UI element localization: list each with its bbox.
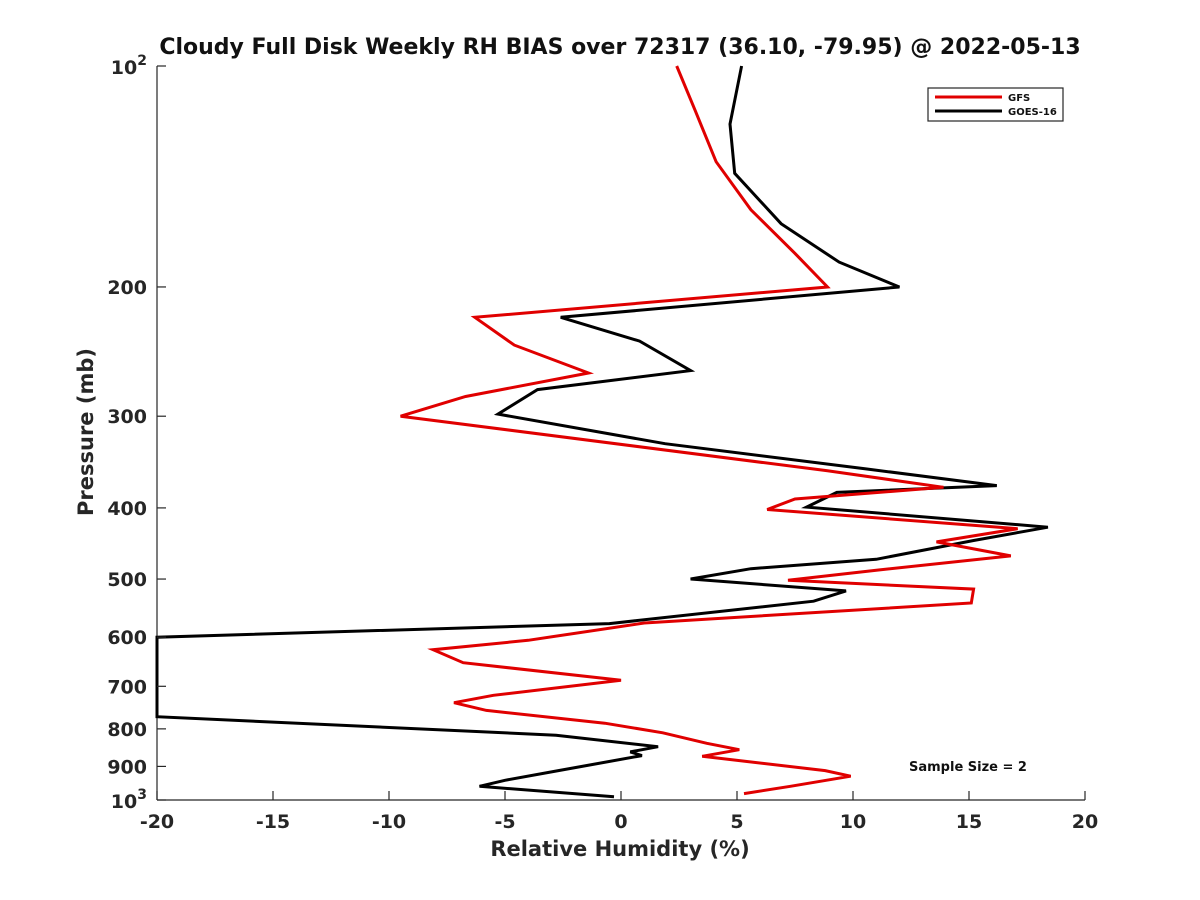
legend-label: GOES-16 — [1008, 107, 1057, 118]
y-tick-label: 700 — [107, 676, 147, 698]
x-tick-label: 15 — [956, 811, 982, 833]
series-layer — [155, 65, 1049, 799]
y-tick-label: 600 — [107, 627, 147, 649]
chart-title: Cloudy Full Disk Weekly RH BIAS over 723… — [159, 35, 1080, 60]
series-line-goes-16 — [155, 65, 1049, 799]
legend-label: GFS — [1008, 93, 1030, 104]
y-tick-label: 900 — [107, 756, 147, 778]
series-line-gfs — [400, 65, 1018, 796]
y-tick-label: 400 — [107, 498, 147, 520]
y-tick-label: 102 — [111, 53, 147, 79]
sample-size-annotation: Sample Size = 2 — [909, 760, 1027, 775]
y-axis: 200 300 400 500 600 700 800 900 102 103 — [107, 53, 166, 813]
x-tick-label: -20 — [140, 811, 174, 833]
y-axis-label: Pressure (mb) — [74, 348, 98, 516]
x-axis: -20 -15 -10 -5 0 5 10 15 20 — [140, 791, 1098, 833]
x-tick-label: -10 — [372, 811, 406, 833]
legend-box — [927, 87, 1064, 122]
plot-area — [156, 66, 1085, 801]
x-tick-label: 5 — [730, 811, 743, 833]
x-tick-label: -5 — [494, 811, 515, 833]
y-tick-label: 800 — [107, 719, 147, 741]
legend: GFS GOES-16 — [927, 87, 1064, 122]
x-tick-label: 0 — [614, 811, 627, 833]
x-tick-label: 10 — [840, 811, 866, 833]
y-tick-label: 500 — [107, 569, 147, 591]
x-tick-label: 20 — [1072, 811, 1098, 833]
y-tick-label: 300 — [107, 406, 147, 428]
y-tick-label: 200 — [107, 277, 147, 299]
y-tick-label: 103 — [111, 787, 147, 813]
x-axis-label: Relative Humidity (%) — [490, 837, 749, 861]
x-tick-label: -15 — [256, 811, 290, 833]
